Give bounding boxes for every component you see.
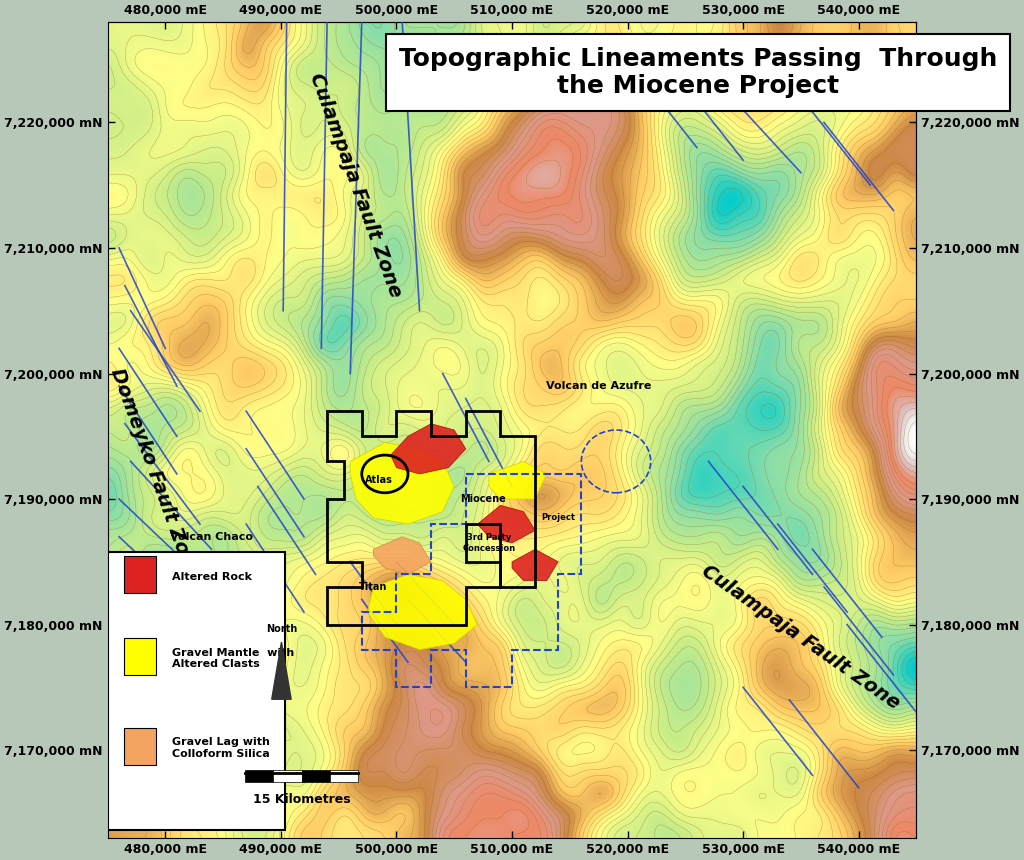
Polygon shape: [374, 537, 431, 574]
Polygon shape: [477, 506, 536, 543]
Text: Domeyko Fault Zone: Domeyko Fault Zone: [106, 366, 201, 582]
Polygon shape: [512, 550, 558, 580]
Text: Miocene: Miocene: [460, 494, 506, 504]
Text: Topographic Lineaments Passing  Through
the Miocene Project: Topographic Lineaments Passing Through t…: [399, 46, 997, 98]
Text: Project: Project: [542, 513, 575, 522]
FancyBboxPatch shape: [124, 728, 156, 765]
Text: Volcan de Azufre: Volcan de Azufre: [546, 381, 651, 391]
Polygon shape: [488, 461, 547, 499]
FancyBboxPatch shape: [330, 771, 358, 783]
Text: Gravel Mantle  with
Altered Clasts: Gravel Mantle with Altered Clasts: [172, 648, 295, 669]
Text: 3rd Party
Concession: 3rd Party Concession: [462, 533, 515, 553]
Text: Culampaja Fault Zone: Culampaja Fault Zone: [306, 71, 406, 300]
FancyBboxPatch shape: [245, 771, 273, 783]
Text: North: North: [266, 624, 297, 634]
Text: Volcan Chaco: Volcan Chaco: [170, 531, 253, 542]
Polygon shape: [350, 443, 455, 524]
Text: Titan: Titan: [359, 582, 387, 592]
Text: Culampaja Fault Zone: Culampaja Fault Zone: [698, 562, 903, 713]
FancyBboxPatch shape: [273, 771, 302, 783]
Text: Atlas: Atlas: [366, 476, 393, 485]
Text: 15 Kilometres: 15 Kilometres: [253, 793, 350, 806]
Polygon shape: [271, 642, 291, 699]
FancyBboxPatch shape: [302, 771, 330, 783]
FancyBboxPatch shape: [124, 556, 156, 593]
FancyBboxPatch shape: [108, 552, 286, 830]
Text: Altered Rock: Altered Rock: [172, 572, 252, 582]
Polygon shape: [391, 424, 466, 474]
Text: Gravel Lag with
Colloform Silica: Gravel Lag with Colloform Silica: [172, 737, 270, 759]
FancyBboxPatch shape: [124, 638, 156, 675]
Polygon shape: [368, 574, 477, 649]
